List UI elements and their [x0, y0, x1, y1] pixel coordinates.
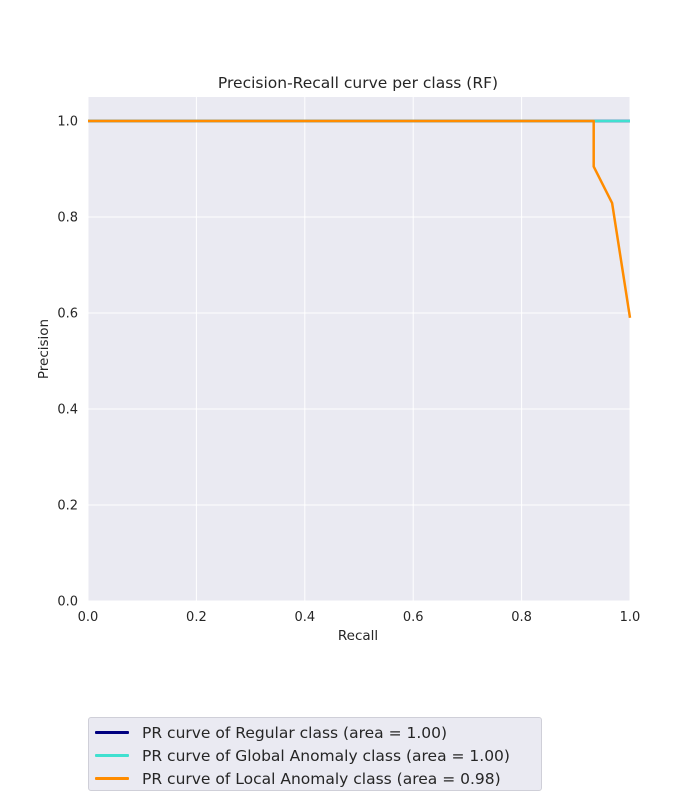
y-tick-label: 1.0: [57, 115, 78, 130]
x-tick-label: 0.6: [403, 610, 424, 625]
legend-item: PR curve of Local Anomaly class (area = …: [95, 767, 541, 790]
y-tick-label: 0.0: [57, 595, 78, 610]
y-tick-label: 0.8: [57, 211, 78, 226]
legend-swatch: [95, 754, 129, 757]
legend-swatch: [95, 731, 129, 734]
chart-title: Precision-Recall curve per class (RF): [218, 74, 498, 92]
y-tick-label: 0.6: [57, 307, 78, 322]
series-layer: [88, 119, 632, 318]
y-tick-label: 0.2: [57, 499, 78, 514]
plot-area: [88, 97, 630, 601]
y-axis-label: Precision: [36, 319, 52, 379]
legend-label: PR curve of Regular class (area = 1.00): [142, 723, 448, 742]
y-tick-label: 0.4: [57, 403, 78, 418]
legend-swatch: [95, 777, 129, 780]
legend-label: PR curve of Global Anomaly class (area =…: [142, 746, 510, 765]
x-tick-label: 0.2: [186, 610, 207, 625]
local-anomaly-class-curve: [88, 119, 632, 318]
legend-item: PR curve of Global Anomaly class (area =…: [95, 744, 541, 767]
x-axis-label: Recall: [338, 628, 378, 644]
x-tick-label: 0.8: [511, 610, 532, 625]
tick-labels: 0.0 0.2 0.4 0.6 0.8 1.0 0.0 0.2 0.4 0.6 0.8 1.0: [57, 115, 640, 626]
legend-item: PR curve of Regular class (area = 1.00): [95, 721, 541, 744]
x-tick-label: 0.4: [294, 610, 315, 625]
legend-label: PR curve of Local Anomaly class (area = …: [142, 769, 501, 788]
x-tick-label: 1.0: [620, 610, 641, 625]
legend: PR curve of Regular class (area = 1.00) P…: [88, 717, 542, 791]
x-tick-label: 0.0: [78, 610, 99, 625]
